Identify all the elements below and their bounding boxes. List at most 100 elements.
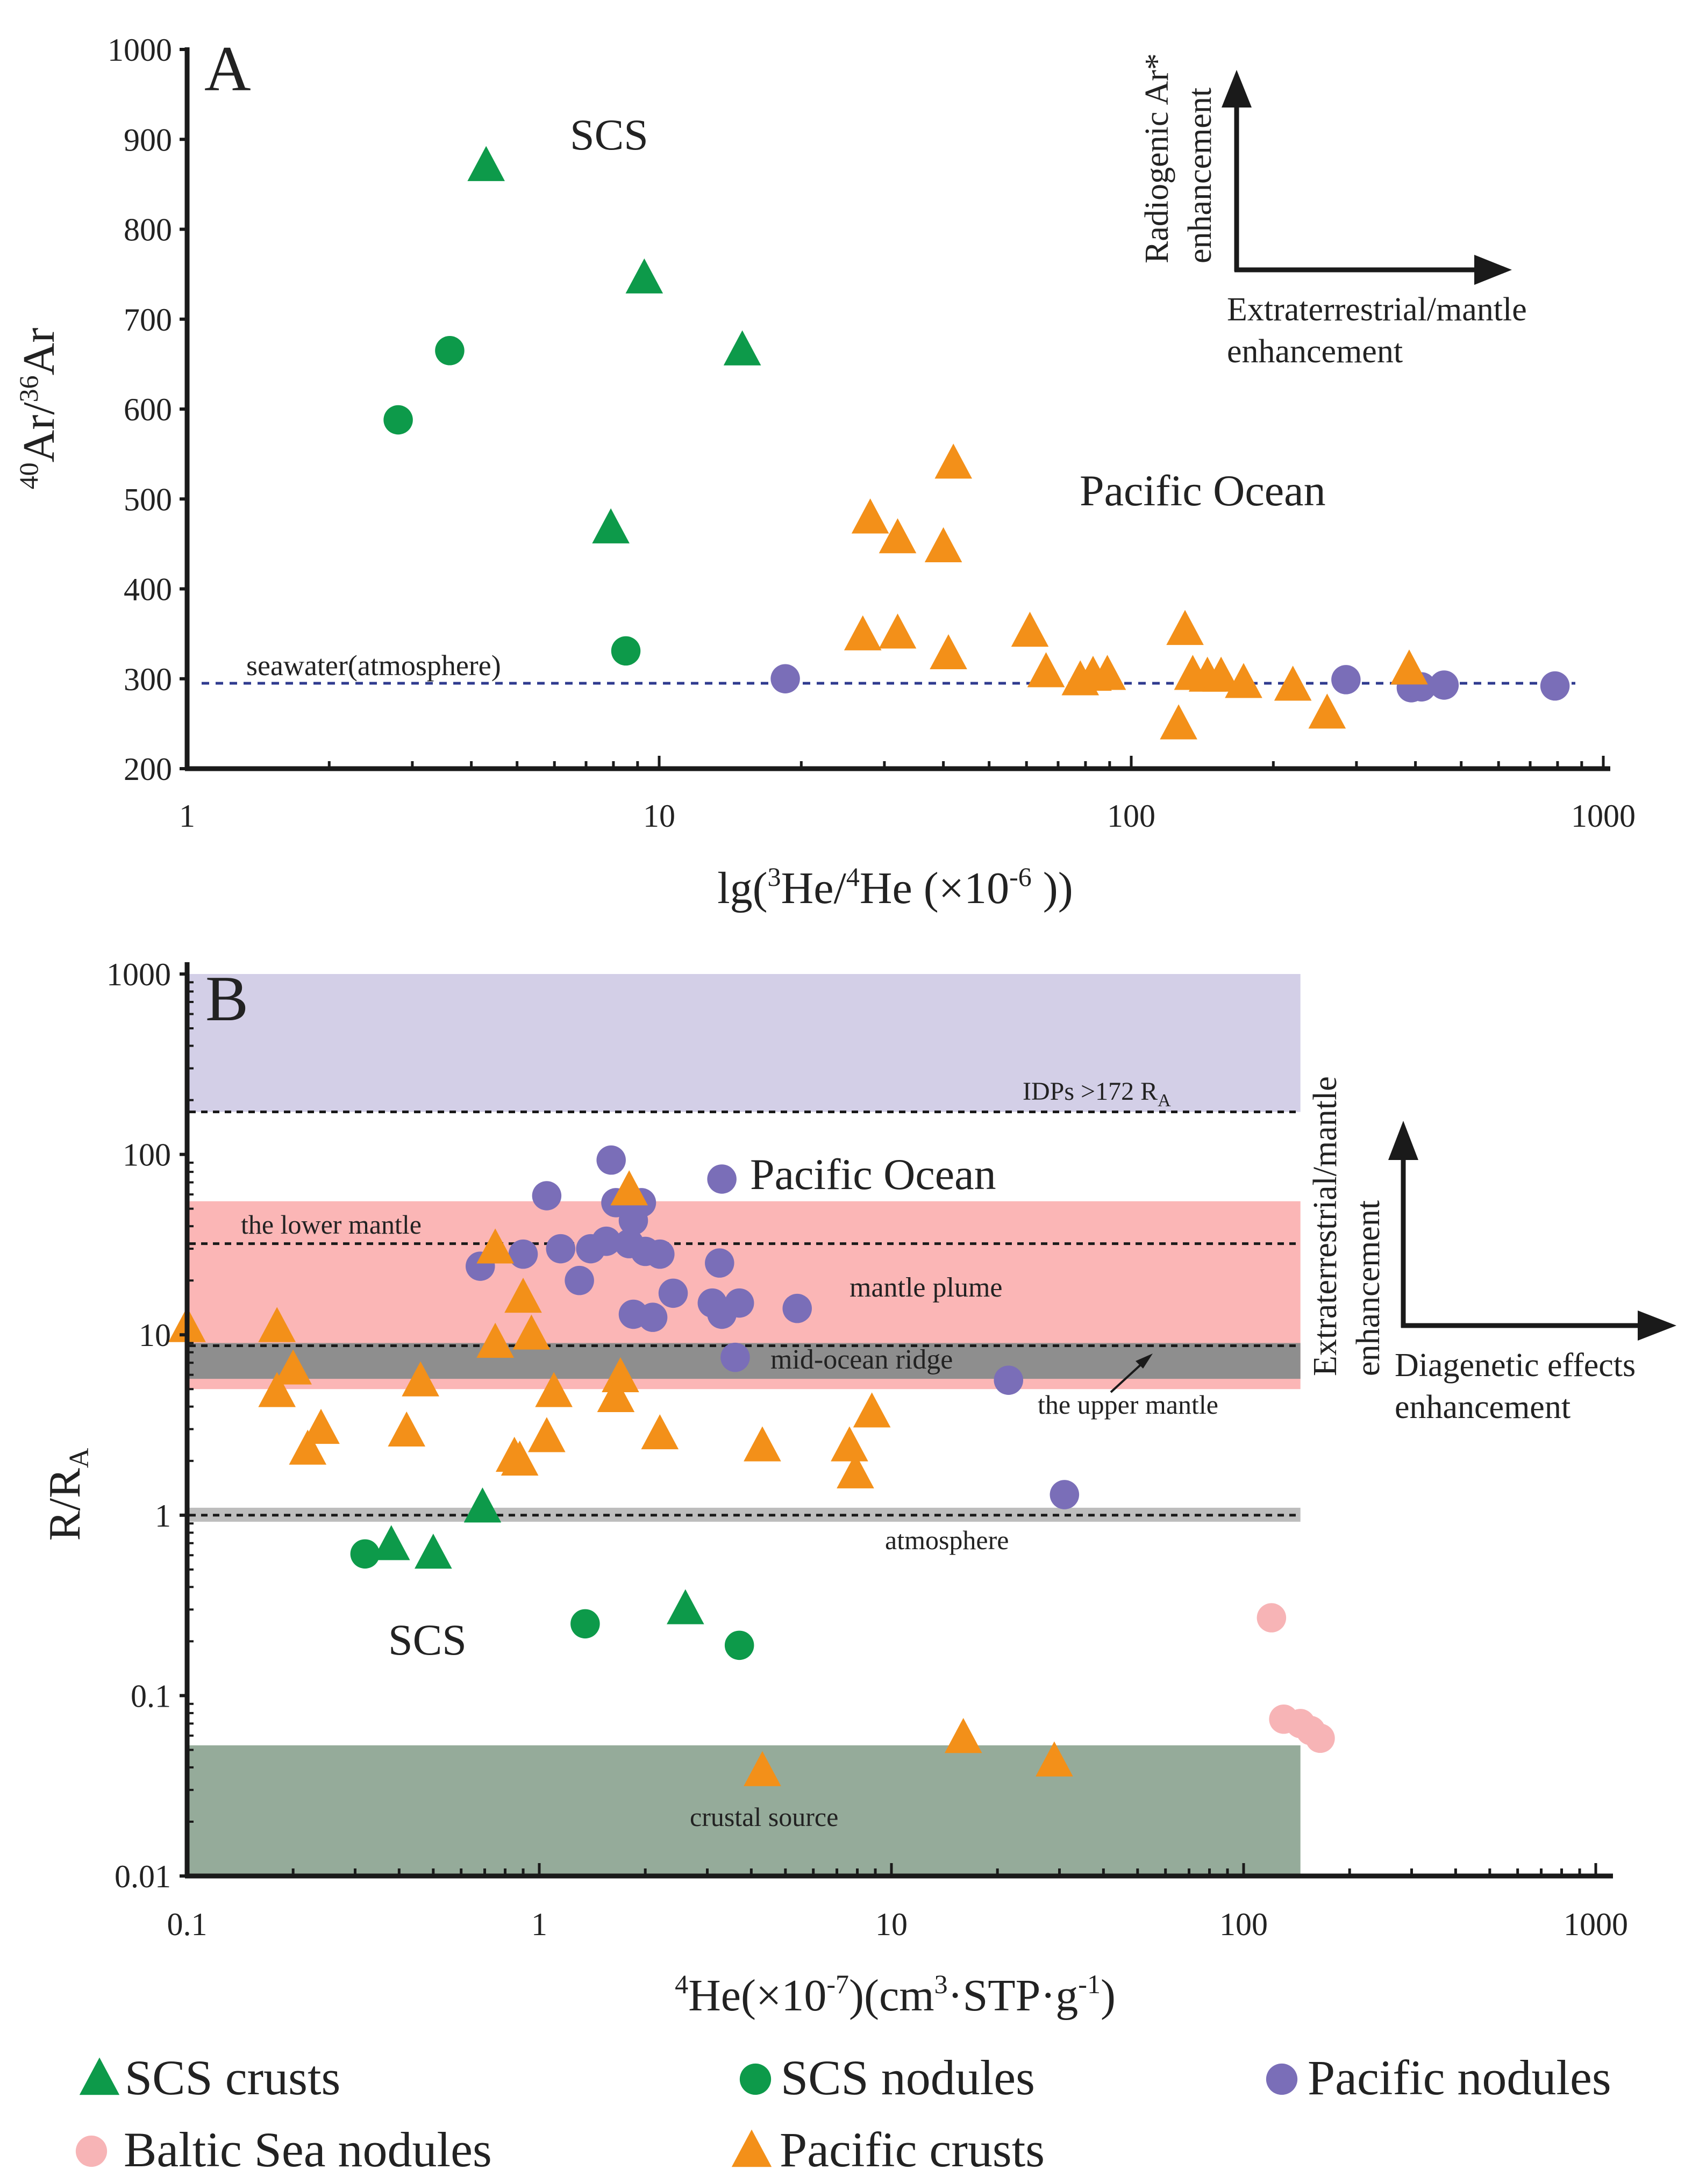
panel-a-point-pacific-crusts bbox=[1027, 652, 1065, 688]
panel-b-point-pacific-nodules bbox=[638, 1302, 668, 1332]
panel-b-point-pacific-crusts bbox=[535, 1372, 573, 1407]
panel-a-point-scs-crusts bbox=[592, 508, 630, 543]
panel-b-arrow-right-head bbox=[1638, 1311, 1676, 1341]
panel-b-point-pacific-nodules bbox=[508, 1239, 538, 1269]
panel-b-arrow-h-label-1: Diagenetic effects bbox=[1395, 1347, 1636, 1384]
panel-b-point-pacific-crusts bbox=[388, 1411, 426, 1447]
legend-label-scs-nodules: SCS nodules bbox=[781, 2050, 1035, 2105]
panel-b-point-pacific-nodules bbox=[720, 1342, 750, 1372]
panel-a-point-scs-nodules bbox=[611, 636, 641, 666]
panel-b-upper-mantle-pointer-head bbox=[1136, 1354, 1153, 1369]
panel-a-y-tick-label: 700 bbox=[124, 302, 172, 338]
panel-a-x-tick-label: 100 bbox=[1107, 798, 1155, 834]
panel-b-mid-ocean-ridge-label: mid-ocean ridge bbox=[770, 1344, 953, 1375]
panel-b-x-label: 4He(×10-7)(cm3·STP·g-1) bbox=[675, 1969, 1116, 2021]
panel-a-point-pacific-nodules bbox=[770, 664, 800, 694]
panel-b-point-pacific-nodules bbox=[1050, 1480, 1080, 1509]
panel-b-point-pacific-nodules bbox=[705, 1248, 734, 1278]
panel-b-point-scs-crusts bbox=[667, 1589, 704, 1624]
panel-b-y-tick-label: 1 bbox=[155, 1498, 171, 1534]
panel-b-point-pacific-crusts bbox=[501, 1441, 539, 1476]
panel-a-point-pacific-crusts bbox=[851, 498, 889, 534]
panel-a-point-pacific-crusts bbox=[1308, 693, 1346, 729]
panel-a-point-scs-crusts bbox=[625, 258, 663, 293]
panel-b-point-pacific-crusts bbox=[1036, 1741, 1073, 1777]
panel-b-point-pacific-crusts bbox=[853, 1392, 891, 1428]
panel-b-point-baltic-sea-nodules bbox=[1305, 1723, 1335, 1753]
panel-b-band-crustal-source bbox=[189, 1745, 1301, 1876]
panel-a: 200 300 400 500 600 700 800 900 1000 1 10 100 1000 A… bbox=[13, 32, 1636, 913]
panel-b-point-pacific-crusts bbox=[512, 1314, 551, 1350]
panel-b-marks bbox=[168, 1145, 1335, 1786]
panel-b-y-tick-label: 1000 bbox=[106, 957, 171, 992]
panel-b-upper-mantle-pointer bbox=[1110, 1360, 1145, 1393]
panel-b-point-pacific-nodules bbox=[707, 1164, 737, 1194]
panel-b-arrow-up-head bbox=[1388, 1121, 1418, 1160]
panel-b-point-pacific-nodules bbox=[532, 1181, 562, 1211]
panel-b-y-tick-label: 100 bbox=[123, 1137, 171, 1173]
panel-b-point-pacific-crusts bbox=[302, 1408, 340, 1444]
panel-a-point-pacific-crusts bbox=[1166, 610, 1204, 645]
panel-b-point-scs-crusts bbox=[463, 1487, 502, 1523]
panel-b-point-pacific-nodules bbox=[546, 1234, 576, 1264]
panel-a-point-pacific-crusts bbox=[1274, 665, 1312, 701]
panel-b-point-pacific-nodules bbox=[724, 1288, 754, 1318]
panel-b-point-pacific-crusts bbox=[610, 1170, 648, 1206]
panel-b-upper-mantle-label: the upper mantle bbox=[1038, 1390, 1218, 1420]
panel-a-arrow-h-label-1: Extraterrestrial/mantle bbox=[1227, 291, 1527, 328]
panel-a-point-pacific-nodules bbox=[1429, 670, 1459, 700]
panel-b-point-pacific-crusts bbox=[274, 1349, 312, 1385]
panel-a-x-tick-label: 1000 bbox=[1571, 798, 1636, 834]
panel-a-point-pacific-crusts bbox=[924, 527, 962, 562]
panel-b-point-pacific-crusts bbox=[289, 1429, 327, 1465]
legend-label-baltic-sea-nodules: Baltic Sea nodules bbox=[124, 2122, 492, 2177]
panel-b-point-pacific-nodules bbox=[596, 1145, 626, 1175]
panel-a-y-tick-label: 800 bbox=[124, 212, 172, 248]
panel-a-point-pacific-crusts bbox=[1011, 612, 1049, 647]
panel-a-point-scs-nodules bbox=[435, 336, 465, 366]
panel-a-marks bbox=[202, 146, 1575, 740]
panel-b-x-tick-label: 100 bbox=[1219, 1907, 1268, 1942]
panel-a-region-pacific: Pacific Ocean bbox=[1080, 466, 1326, 515]
panel-b-point-pacific-crusts bbox=[744, 1426, 781, 1462]
panel-b-label: B bbox=[205, 963, 248, 1034]
panel-b-point-pacific-nodules bbox=[645, 1239, 675, 1269]
panel-a-seawater-label: seawater(atmosphere) bbox=[246, 649, 501, 682]
panel-b-y-tick-label: 0.1 bbox=[131, 1678, 171, 1714]
panel-a-arrow-up-head bbox=[1222, 70, 1252, 108]
panel-a-arrow-v-label-1: Radiogenic Ar* bbox=[1139, 53, 1175, 263]
panel-b-point-scs-nodules bbox=[350, 1539, 380, 1569]
panel-b-arrow-v-label-2: enhancement bbox=[1350, 1200, 1387, 1376]
panel-b-point-pacific-crusts bbox=[258, 1372, 296, 1407]
legend-label-pacific-crusts: Pacific crusts bbox=[780, 2122, 1045, 2177]
panel-a-x-label: lg(3He/4He (×10-6 )) bbox=[717, 862, 1073, 913]
panel-a-point-pacific-nodules bbox=[1331, 665, 1361, 694]
panel-b-point-pacific-crusts bbox=[258, 1307, 296, 1342]
panel-b-arrow-h-label-2: enhancement bbox=[1395, 1389, 1570, 1426]
panel-b-crustal-source-label: crustal source bbox=[690, 1802, 838, 1832]
panel-b-point-pacific-nodules bbox=[618, 1206, 648, 1235]
panel-b-lower-mantle-label: the lower mantle bbox=[241, 1209, 422, 1240]
panel-b: 0.01 0.1 1 10 100 1000 0.1 1 10 100 1000 B Pacific… bbox=[40, 957, 1676, 2021]
panel-a-y-tick-label: 200 bbox=[124, 751, 172, 787]
panel-a-y-label: 40Ar/36Ar bbox=[13, 328, 64, 490]
panel-b-region-pacific: Pacific Ocean bbox=[750, 1150, 996, 1199]
panel-a-point-pacific-nodules bbox=[1540, 671, 1570, 701]
panel-b-point-scs-crusts bbox=[372, 1525, 410, 1560]
panel-b-point-pacific-crusts bbox=[476, 1228, 514, 1264]
panel-b-bands bbox=[189, 974, 1301, 1876]
panel-a-y-tick-label: 400 bbox=[124, 572, 172, 607]
panel-b-band-idps bbox=[189, 974, 1301, 1112]
panel-b-point-pacific-crusts bbox=[528, 1417, 566, 1452]
panel-a-point-pacific-crusts bbox=[930, 634, 967, 669]
panel-a-region-scs: SCS bbox=[570, 110, 648, 159]
panel-b-x-tick-label: 1000 bbox=[1564, 1907, 1628, 1942]
panel-b-point-pacific-nodules bbox=[591, 1226, 621, 1256]
panel-a-y-tick-label: 600 bbox=[124, 392, 172, 427]
panel-a-y-tick-label: 500 bbox=[124, 482, 172, 517]
panel-b-mantle-plume-label: mantle plume bbox=[850, 1272, 1002, 1303]
panel-a-x-tick-label: 1 bbox=[179, 798, 195, 834]
panel-b-y-tick-label: 0.01 bbox=[115, 1859, 171, 1894]
panel-b-point-pacific-nodules bbox=[565, 1265, 594, 1295]
panel-a-point-pacific-crusts bbox=[844, 615, 882, 650]
